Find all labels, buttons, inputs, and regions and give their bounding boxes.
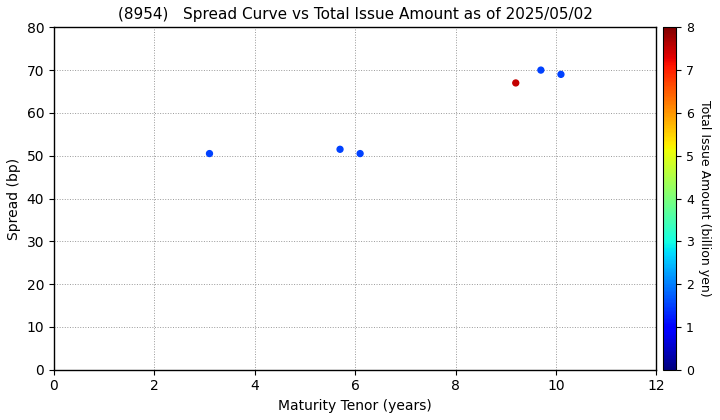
Point bbox=[535, 67, 546, 74]
Point bbox=[555, 71, 567, 78]
Y-axis label: Total Issue Amount (billion yen): Total Issue Amount (billion yen) bbox=[698, 100, 711, 297]
Point bbox=[354, 150, 366, 157]
Title: (8954)   Spread Curve vs Total Issue Amount as of 2025/05/02: (8954) Spread Curve vs Total Issue Amoun… bbox=[117, 7, 593, 22]
Point bbox=[510, 79, 521, 86]
Point bbox=[204, 150, 215, 157]
Y-axis label: Spread (bp): Spread (bp) bbox=[7, 158, 21, 239]
Point bbox=[334, 146, 346, 152]
X-axis label: Maturity Tenor (years): Maturity Tenor (years) bbox=[278, 399, 432, 413]
